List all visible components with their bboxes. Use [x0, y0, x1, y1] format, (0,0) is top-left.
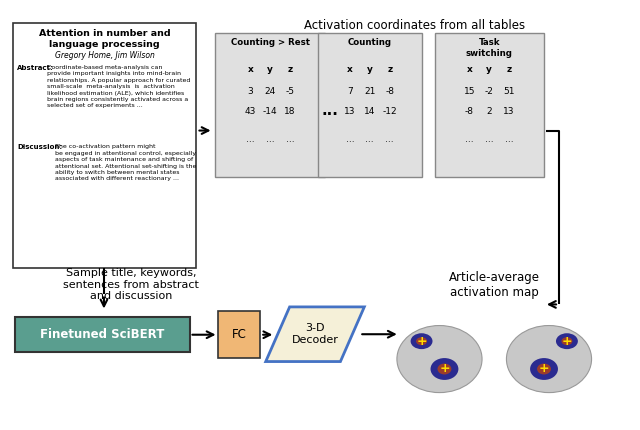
- Text: +: +: [416, 335, 427, 348]
- Text: -12: -12: [382, 107, 397, 116]
- Text: x: x: [347, 65, 353, 74]
- Text: Counting > Rest: Counting > Rest: [230, 38, 310, 47]
- Text: 15: 15: [463, 87, 475, 96]
- Text: 3: 3: [248, 87, 253, 96]
- Text: Discussion:: Discussion:: [17, 144, 63, 150]
- Text: -14: -14: [263, 107, 278, 116]
- Text: 43: 43: [244, 107, 256, 116]
- Text: Coordinate-based meta-analysis can
provide important insights into mind-brain
re: Coordinate-based meta-analysis can provi…: [47, 65, 191, 108]
- Text: +: +: [439, 362, 450, 375]
- Text: ...: ...: [246, 135, 255, 144]
- Text: 18: 18: [284, 107, 296, 116]
- Text: 2: 2: [486, 107, 492, 116]
- Text: Attention in number and
language processing: Attention in number and language process…: [38, 29, 170, 49]
- Text: y: y: [486, 65, 492, 74]
- Text: ...: ...: [365, 135, 374, 144]
- Text: The co-activation pattern might
be engaged in attentional control, especially
as: The co-activation pattern might be engag…: [55, 144, 196, 181]
- Text: x: x: [248, 65, 253, 74]
- Ellipse shape: [530, 358, 558, 380]
- Text: ...: ...: [465, 135, 474, 144]
- Text: 3-D
Decoder: 3-D Decoder: [292, 323, 339, 345]
- Text: 21: 21: [364, 87, 376, 96]
- Text: ...: ...: [346, 135, 354, 144]
- Text: x: x: [467, 65, 472, 74]
- Ellipse shape: [537, 363, 551, 375]
- Text: +: +: [539, 362, 549, 375]
- Text: y: y: [268, 65, 273, 74]
- Text: 13: 13: [344, 107, 356, 116]
- Text: ...: ...: [385, 135, 394, 144]
- Text: Activation coordinates from all tables: Activation coordinates from all tables: [304, 19, 525, 32]
- FancyBboxPatch shape: [218, 311, 260, 358]
- Text: -2: -2: [485, 87, 493, 96]
- Text: Sample title, keywords,
sentences from abstract
and discussion: Sample title, keywords, sentences from a…: [63, 268, 199, 301]
- FancyBboxPatch shape: [15, 317, 189, 352]
- Text: 14: 14: [364, 107, 376, 116]
- Text: +: +: [562, 335, 572, 348]
- Text: z: z: [507, 65, 512, 74]
- Text: ...: ...: [286, 135, 294, 144]
- Text: 7: 7: [347, 87, 353, 96]
- Text: -8: -8: [385, 87, 394, 96]
- Ellipse shape: [438, 363, 451, 375]
- FancyBboxPatch shape: [435, 33, 544, 177]
- Text: Task
switching: Task switching: [466, 38, 513, 58]
- Ellipse shape: [416, 337, 427, 345]
- Text: ...: ...: [485, 135, 493, 144]
- FancyBboxPatch shape: [317, 33, 422, 177]
- FancyBboxPatch shape: [216, 33, 325, 177]
- Text: -8: -8: [465, 107, 474, 116]
- Ellipse shape: [431, 358, 458, 380]
- Ellipse shape: [411, 333, 433, 349]
- Text: ...: ...: [321, 103, 339, 118]
- Text: 13: 13: [504, 107, 515, 116]
- Text: 24: 24: [264, 87, 276, 96]
- Text: -5: -5: [285, 87, 294, 96]
- Ellipse shape: [506, 326, 591, 393]
- Ellipse shape: [561, 337, 572, 345]
- Ellipse shape: [556, 333, 578, 349]
- Text: Finetuned SciBERT: Finetuned SciBERT: [40, 328, 164, 341]
- Polygon shape: [266, 307, 364, 362]
- Text: ...: ...: [505, 135, 513, 144]
- Text: 51: 51: [504, 87, 515, 96]
- Ellipse shape: [397, 326, 482, 393]
- Text: Abstract:: Abstract:: [17, 65, 54, 71]
- Text: y: y: [367, 65, 372, 74]
- Text: Counting: Counting: [348, 38, 392, 47]
- Text: z: z: [287, 65, 292, 74]
- FancyBboxPatch shape: [13, 23, 196, 267]
- Text: z: z: [387, 65, 392, 74]
- Text: Article-average
activation map: Article-average activation map: [449, 270, 540, 298]
- Text: Gregory Home, Jim Wilson: Gregory Home, Jim Wilson: [54, 51, 154, 60]
- Text: FC: FC: [232, 328, 247, 341]
- Text: ...: ...: [266, 135, 275, 144]
